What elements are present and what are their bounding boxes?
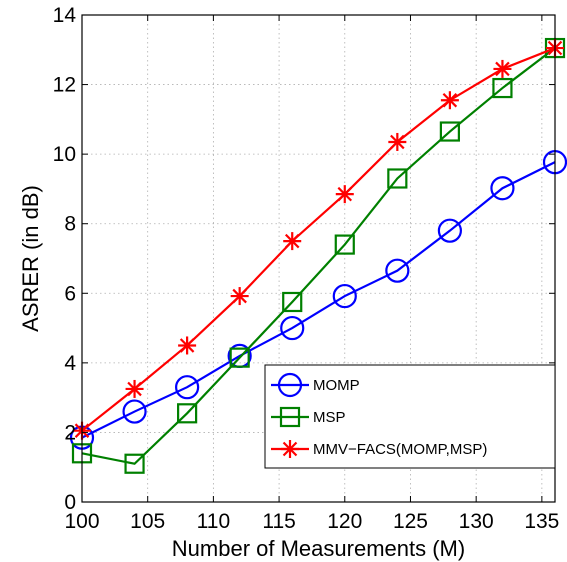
asterisk-point (335, 185, 354, 204)
asterisk-point (125, 379, 144, 398)
plot-frame (81, 14, 556, 503)
y-tick-label: 10 (53, 143, 76, 166)
circle-point (175, 375, 200, 400)
y-tick-label: 0 (64, 491, 76, 514)
x-tick-label: 135 (524, 510, 559, 533)
asterisk-point (283, 232, 302, 251)
x-tick-label: 125 (393, 510, 428, 533)
circle-point (437, 218, 462, 243)
legend-entry: MMV−FACS(MOMP,MSP) (271, 440, 487, 458)
series-line (81, 161, 556, 439)
x-tick-label: 120 (327, 510, 362, 533)
square-point (334, 234, 355, 255)
y-tick-label: 2 (64, 421, 76, 444)
legend-label: MMV−FACS(MOMP,MSP) (313, 441, 487, 458)
square-point (492, 77, 513, 99)
square-point (177, 403, 198, 424)
legend-label: MOMP (313, 377, 360, 394)
x-tick-label: 130 (459, 510, 494, 533)
legend-entry: MSP (271, 406, 346, 428)
axis-ticks: 100 105 110 115 120 125 130 135 0 2 4 6 8 10 12 14 (53, 4, 560, 533)
circle-point (332, 283, 357, 309)
circle-point (490, 176, 515, 201)
x-axis-title: Number of Measurements (M) (172, 536, 465, 561)
legend: MOMP MSP MMV−FACS(MOMP,MSP) (264, 364, 556, 469)
legend-box (264, 364, 556, 469)
asterisk-point (440, 91, 459, 110)
legend-label: MSP (313, 409, 346, 426)
y-tick-label: 8 (64, 213, 76, 236)
y-tick-label: 4 (64, 352, 76, 375)
series-line (81, 47, 556, 432)
asterisk-point (230, 287, 249, 306)
y-axis-title: ASRER (in dB) (18, 185, 43, 332)
y-tick-label: 12 (53, 74, 76, 97)
x-tick-label: 100 (64, 510, 99, 533)
y-tick-label: 6 (64, 282, 76, 305)
asterisk-point (388, 132, 407, 151)
plot-series (69, 37, 567, 474)
square-point (229, 347, 250, 368)
series-asterisk (73, 39, 564, 440)
asterisk-marker (281, 440, 299, 458)
legend-entry: MOMP (271, 372, 360, 398)
circle-marker (277, 372, 303, 398)
x-tick-label: 105 (130, 510, 165, 533)
asterisk-point (493, 59, 512, 78)
square-point (439, 121, 460, 142)
square-point (387, 168, 408, 189)
x-tick-label: 110 (197, 510, 230, 533)
series-circle (69, 150, 567, 450)
circle-point (280, 315, 305, 341)
circle-point (122, 399, 147, 424)
square-point (282, 291, 303, 313)
square-point (124, 453, 145, 474)
circle-point (385, 258, 410, 283)
y-tick-label: 14 (53, 4, 77, 27)
square-marker (279, 406, 301, 428)
series-line (81, 47, 556, 465)
x-tick-label: 115 (262, 510, 295, 533)
asterisk-point (178, 336, 197, 355)
